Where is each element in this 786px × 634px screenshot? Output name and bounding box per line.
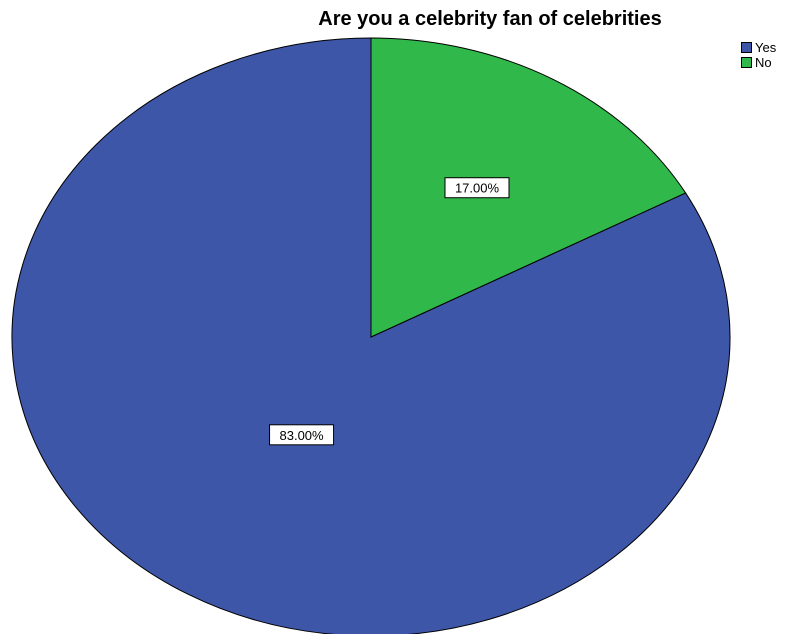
legend-label-no: No <box>755 55 772 70</box>
legend-swatch-no <box>741 57 752 68</box>
data-label-yes: 83.00% <box>269 424 335 446</box>
data-label-box <box>269 424 335 446</box>
legend-swatch-yes <box>741 42 752 53</box>
data-label-text: 83.00% <box>280 428 325 443</box>
legend: Yes No <box>741 40 776 70</box>
pie-slice-no <box>370 37 687 338</box>
data-label-text: 17.00% <box>455 181 500 196</box>
legend-item-no: No <box>741 55 776 70</box>
data-label-box <box>444 177 510 199</box>
data-label-no: 17.00% <box>444 177 510 199</box>
legend-item-yes: Yes <box>741 40 776 55</box>
chart-title: Are you a celebrity fan of celebrities <box>318 8 662 30</box>
legend-label-yes: Yes <box>755 40 777 55</box>
